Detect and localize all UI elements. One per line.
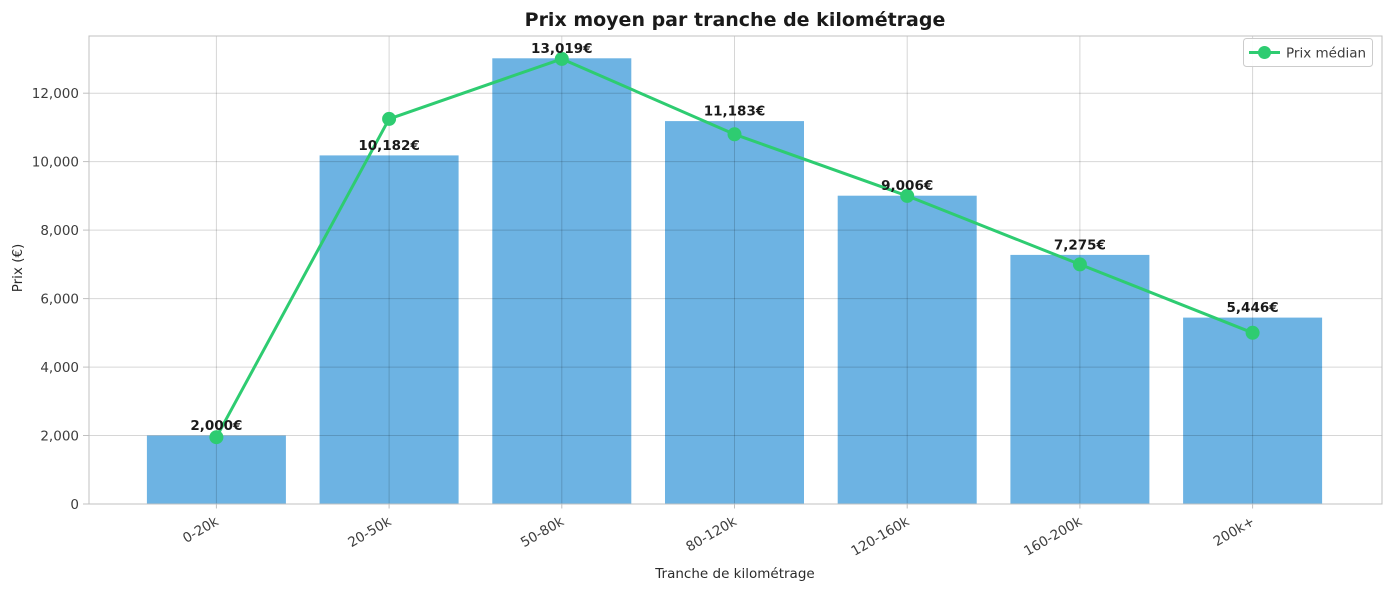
axes-spines-layer bbox=[88, 35, 1383, 505]
bar-value-label: 7,275€ bbox=[1054, 237, 1106, 253]
median-point-80-120k bbox=[727, 127, 742, 142]
y-tick-label: 6,000 bbox=[40, 291, 79, 307]
y-tick-label: 8,000 bbox=[40, 223, 79, 239]
value-labels-layer: 2,000€ 10,182€ 13,019€ 11,183€ 9,006€ 7,275€ 5… bbox=[190, 41, 1278, 434]
legend-box bbox=[1243, 38, 1373, 67]
legend: Prix médian bbox=[1243, 38, 1373, 67]
median-point-200k+ bbox=[1245, 325, 1260, 340]
y-tick-label: 2,000 bbox=[40, 428, 79, 444]
median-point-160-200k bbox=[1072, 257, 1087, 272]
bar-80-120k bbox=[665, 121, 804, 504]
plot-border bbox=[88, 35, 1383, 505]
bar-50-80k bbox=[492, 58, 632, 505]
legend-label: Prix médian bbox=[1286, 46, 1366, 62]
bar-value-label: 11,183€ bbox=[704, 104, 766, 120]
legend-marker-icon bbox=[1258, 46, 1271, 59]
y-tick-label: 4,000 bbox=[40, 360, 79, 376]
bar-200k+ bbox=[1183, 317, 1323, 504]
x-axis-label: Tranche de kilométrage bbox=[654, 566, 814, 582]
median-point-120-160k bbox=[900, 188, 915, 203]
y-tick-label: 12,000 bbox=[32, 86, 79, 102]
y-tick-label: 0 bbox=[70, 497, 79, 513]
bar-value-label: 9,006€ bbox=[881, 178, 933, 194]
bar-value-label: 13,019€ bbox=[531, 41, 593, 57]
bar-120-160k bbox=[837, 195, 977, 504]
y-tick-label: 10,000 bbox=[32, 154, 79, 170]
y-axis-label: Prix (€) bbox=[10, 244, 26, 293]
median-point-50-80k bbox=[554, 51, 569, 66]
bar-0-20k bbox=[146, 435, 286, 504]
bar-value-label: 2,000€ bbox=[190, 418, 242, 434]
median-line-layer bbox=[209, 51, 1260, 445]
bar-value-label: 5,446€ bbox=[1227, 300, 1279, 316]
median-point-0-20k bbox=[209, 430, 224, 445]
bar-20-50k bbox=[319, 155, 459, 504]
chart-title: Prix moyen par tranche de kilométrage bbox=[525, 9, 946, 31]
bar-160-200k bbox=[1010, 254, 1150, 504]
bars-layer bbox=[146, 58, 1323, 505]
bar-value-label: 10,182€ bbox=[358, 138, 420, 154]
median-point-20-50k bbox=[382, 111, 397, 126]
